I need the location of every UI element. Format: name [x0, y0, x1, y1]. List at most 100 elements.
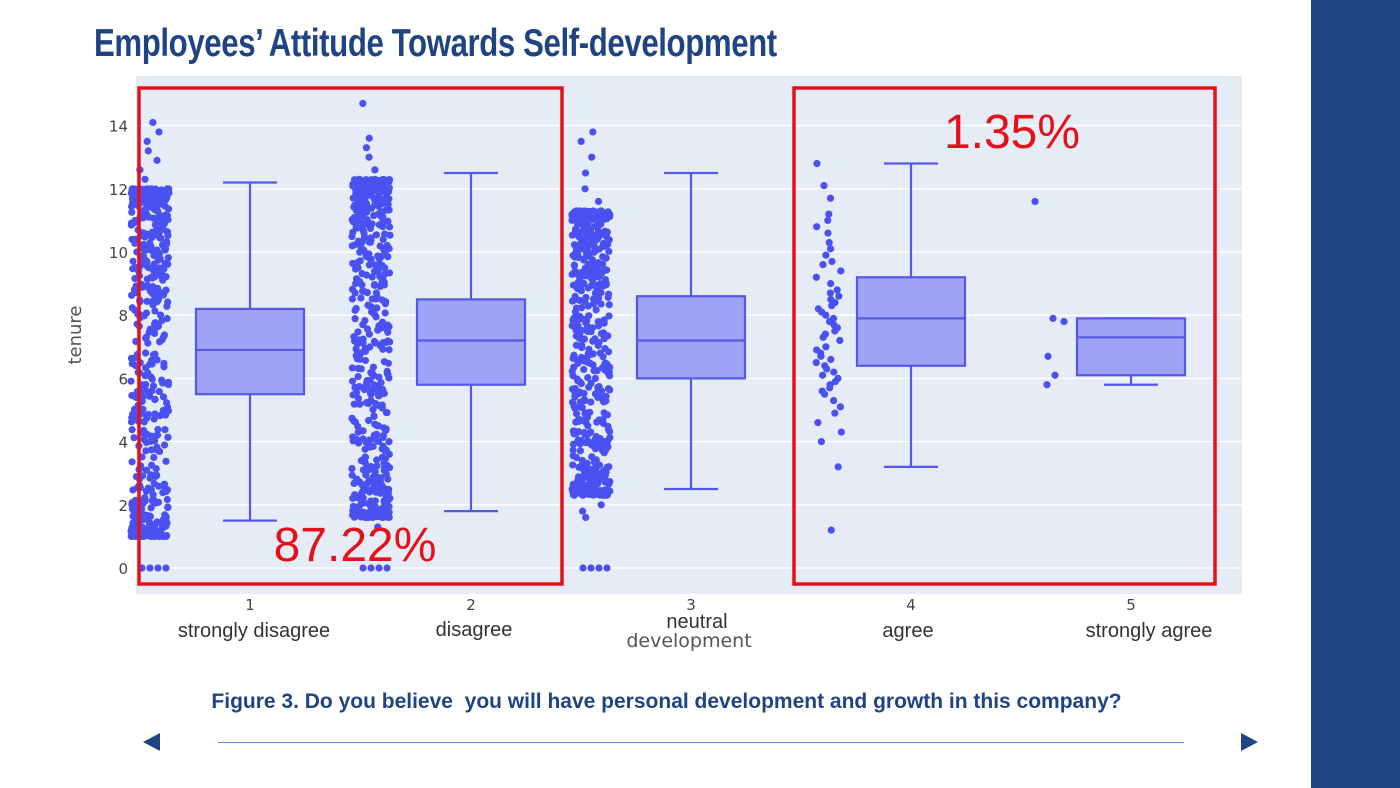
triangle-left-icon[interactable] — [143, 733, 160, 751]
highlight-frame-agree — [792, 86, 1217, 586]
data-point — [146, 245, 154, 253]
data-point — [146, 564, 154, 572]
data-point — [822, 343, 830, 351]
data-point — [159, 379, 167, 387]
data-point — [597, 300, 605, 308]
data-point — [365, 330, 373, 338]
data-point — [591, 298, 599, 306]
data-point — [836, 336, 844, 345]
data-point — [359, 180, 367, 188]
data-point — [155, 264, 164, 272]
data-point — [349, 228, 357, 237]
data-point — [155, 128, 163, 136]
data-point — [151, 320, 159, 328]
data-point — [354, 373, 362, 381]
data-point — [128, 505, 137, 513]
data-point — [833, 286, 841, 294]
data-point — [817, 352, 825, 360]
data-point — [370, 412, 378, 420]
data-point — [1049, 314, 1057, 322]
data-point — [151, 532, 159, 541]
triangle-right-icon[interactable] — [1241, 733, 1258, 751]
data-point — [385, 178, 393, 186]
data-point — [814, 419, 822, 427]
data-point — [591, 335, 599, 343]
data-point — [365, 153, 373, 161]
data-point — [601, 478, 609, 486]
data-point — [348, 471, 356, 479]
data-point — [150, 526, 158, 534]
data-point — [139, 393, 147, 401]
data-point — [143, 137, 151, 145]
data-point — [375, 564, 383, 572]
data-point — [570, 363, 578, 371]
data-point — [150, 453, 158, 462]
data-point — [156, 255, 164, 263]
data-point — [362, 144, 370, 152]
data-point — [128, 532, 137, 540]
data-point — [368, 273, 376, 281]
data-point — [356, 278, 364, 286]
data-point — [381, 264, 389, 272]
data-point — [573, 250, 582, 258]
data-point — [837, 428, 845, 436]
data-point — [1031, 197, 1039, 206]
data-point — [155, 387, 163, 396]
data-point — [377, 480, 385, 489]
data-point — [373, 292, 381, 300]
data-point — [364, 416, 373, 425]
data-point — [381, 447, 389, 455]
data-point — [590, 367, 598, 375]
data-point — [127, 418, 136, 426]
data-point — [584, 373, 592, 382]
data-point — [385, 223, 394, 231]
data-point — [368, 368, 376, 377]
data-point — [141, 494, 149, 502]
data-point — [139, 214, 147, 222]
data-point — [594, 197, 603, 206]
data-point — [605, 348, 613, 356]
data-point — [385, 346, 393, 354]
data-point — [827, 355, 835, 364]
jitter-points — [127, 99, 1068, 572]
data-point — [370, 194, 378, 202]
data-point — [127, 221, 135, 229]
data-point — [588, 275, 596, 283]
data-point — [578, 456, 586, 465]
data-point — [362, 204, 371, 212]
data-point — [365, 436, 374, 444]
data-point — [604, 369, 612, 377]
data-point — [578, 403, 586, 412]
data-point — [600, 316, 608, 324]
data-point — [361, 217, 370, 225]
data-point — [820, 182, 828, 190]
data-point — [164, 298, 172, 306]
data-point — [577, 137, 585, 145]
data-point — [604, 425, 613, 433]
data-point — [576, 275, 584, 283]
data-point — [379, 213, 387, 221]
data-point — [822, 251, 830, 259]
data-point — [150, 205, 159, 214]
data-point — [128, 458, 136, 466]
data-point — [146, 284, 154, 292]
data-point — [591, 390, 600, 398]
data-point — [570, 351, 578, 359]
data-point — [349, 507, 357, 515]
data-point — [359, 456, 367, 464]
data-point — [359, 227, 367, 235]
data-point — [588, 267, 597, 275]
data-point — [131, 239, 139, 247]
data-point — [602, 392, 610, 401]
data-point — [827, 526, 835, 534]
data-point — [605, 463, 613, 471]
data-point — [589, 128, 597, 136]
data-point — [572, 410, 581, 418]
data-point — [588, 153, 596, 161]
category-label: disagree — [436, 619, 513, 641]
data-point — [383, 367, 391, 375]
data-point — [348, 464, 356, 473]
data-point — [585, 383, 593, 391]
x-tick-label: 3 — [686, 596, 696, 614]
data-point — [349, 194, 357, 202]
